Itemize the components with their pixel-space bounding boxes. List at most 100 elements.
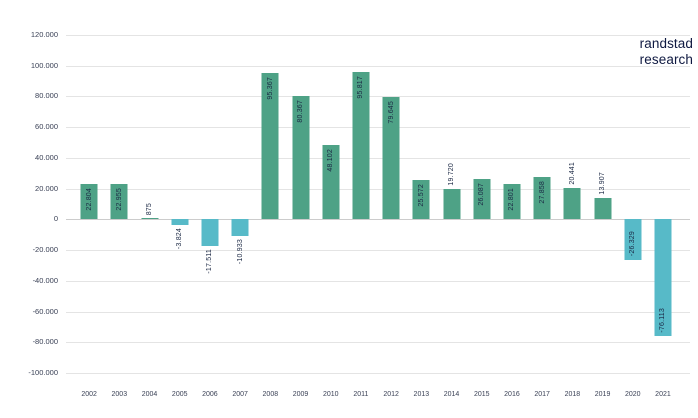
bar-2017 (533, 176, 551, 220)
x-axis-year-label: 2010 (322, 391, 339, 398)
bar-2016 (503, 184, 521, 220)
x-axis-year-label: 2012 (383, 391, 399, 398)
bar-value-label-2019: 13.907 (599, 172, 607, 195)
bar-2011 (352, 72, 370, 220)
x-axis-year-label: 2019 (594, 391, 611, 398)
bar-2005 (171, 219, 189, 226)
bar-column-2014: 19.720 (436, 35, 466, 373)
x-axis-year-label: 2009 (292, 391, 309, 398)
bar-column-2018: 20.441 (557, 35, 587, 373)
gridline (66, 250, 690, 252)
bar-2003 (110, 184, 128, 220)
x-axis-year-label: 2021 (655, 391, 671, 398)
gridline (66, 373, 690, 374)
gridline (66, 280, 690, 282)
x-axis-year-label: 2014 (443, 391, 460, 398)
bar-value-label-2005: -3.824 (176, 228, 184, 250)
x-axis-year-label: 2016 (504, 391, 520, 398)
zero-gridline (66, 219, 690, 221)
x-axis-year-label: 2013 (413, 391, 430, 398)
x-axis-year-label: 2015 (473, 391, 490, 398)
x-axis-year-label: 2003 (111, 391, 128, 398)
bar-column-2010: 48.102 (316, 35, 346, 373)
bar-column-2015: 26.087 (467, 35, 497, 373)
x-axis-year-label: 2007 (232, 391, 248, 398)
y-axis-tick-label: -60.000 (32, 306, 58, 316)
x-axis-year-label: 2017 (534, 391, 550, 398)
bar-column-2005: -3.824 (165, 35, 195, 373)
gridline (66, 65, 690, 67)
gridline (66, 35, 690, 36)
bar-value-label-2014: 19.720 (448, 163, 456, 187)
bar-2019 (594, 197, 612, 220)
x-axis-year-label: 2002 (81, 391, 97, 398)
bar-column-2020: -26.329 (618, 35, 648, 373)
bar-value-label-2006: -17.511 (206, 249, 214, 274)
x-axis-year-label: 2011 (353, 391, 369, 398)
bar-2006 (201, 219, 219, 247)
bar-column-2006: -17.511 (195, 35, 225, 373)
bar-2021 (654, 219, 672, 337)
bar-column-2017: 27.858 (527, 35, 557, 373)
bar-value-label-2009: 80.367 (297, 99, 305, 123)
bar-column-2004: 875 (134, 35, 164, 373)
bar-value-label-2017: 27.858 (538, 180, 546, 204)
bar-column-2008: 95.367 (255, 35, 285, 373)
gridline (66, 157, 690, 159)
bar-2020 (624, 219, 642, 260)
bar-2002 (80, 184, 98, 220)
gridline (66, 96, 690, 98)
bar-2012 (382, 96, 400, 220)
y-axis-tick-label: -100.000 (28, 368, 58, 377)
bar-value-label-2018: 20.441 (568, 162, 576, 185)
y-axis-tick-label: 0 (53, 214, 58, 224)
gridline (66, 311, 690, 313)
bar-column-2002: 22.804 (74, 35, 104, 373)
bar-value-label-2012: 79.645 (387, 100, 395, 124)
x-axis-year-label: 2008 (262, 391, 279, 398)
bar-2008 (261, 72, 279, 220)
bar-value-label-2011: 95.817 (357, 76, 365, 99)
brand-line-2: research (639, 51, 693, 67)
bar-value-label-2021: -76.113 (659, 307, 667, 333)
x-axis-year-label: 2020 (624, 391, 641, 398)
randstad-research-logo: randstad research (640, 36, 693, 67)
bar-2007 (231, 219, 249, 237)
bar-2018 (563, 187, 581, 220)
bar-value-label-2016: 22.801 (508, 188, 516, 211)
y-axis-tick-label: 100.000 (30, 60, 58, 70)
bar-value-label-2003: 22.955 (115, 188, 123, 211)
bar-column-2007: -10.933 (225, 35, 255, 373)
y-axis-tick-label: 20.000 (35, 183, 58, 193)
gridline (66, 127, 690, 129)
x-axis-year-label: 2006 (202, 391, 218, 398)
x-axis: 2002 2003 2004 2005 2006 2007 2008 2009 2010 2011… (74, 391, 678, 398)
y-axis-tick-label: -80.000 (32, 337, 58, 347)
bar-value-label-2010: 48.102 (327, 149, 335, 173)
gridline (66, 188, 690, 190)
bar-value-label-2020: -26.329 (629, 230, 637, 256)
y-axis-tick-label: 120.000 (30, 30, 58, 39)
bar-column-2009: 80.367 (285, 35, 315, 373)
y-axis-tick-label: 80.000 (35, 91, 58, 101)
bar-value-label-2002: 22.804 (85, 188, 93, 211)
bar-column-2013: 25.572 (406, 35, 436, 373)
bar-2013 (412, 180, 430, 220)
y-axis-tick-label: -20.000 (32, 245, 58, 255)
bar-2010 (322, 145, 340, 220)
bar-value-label-2013: 25.572 (417, 184, 425, 207)
x-axis-year-label: 2018 (564, 391, 581, 398)
bar-value-label-2004: 875 (146, 202, 153, 216)
bar-column-2016: 22.801 (497, 35, 527, 373)
bar-column-2012: 79.645 (376, 35, 406, 373)
bar-2004 (141, 218, 158, 220)
x-axis-year-label: 2005 (171, 391, 188, 398)
bar-2009 (292, 95, 310, 220)
plot-area (62, 35, 690, 374)
y-axis-tick-label: -40.000 (32, 275, 58, 285)
y-axis-tick-label: 40.000 (35, 152, 58, 162)
brand-line-1: randstad (639, 36, 693, 51)
bar-column-2011: 95.817 (346, 35, 376, 373)
bar-value-label-2015: 26.087 (478, 183, 486, 206)
